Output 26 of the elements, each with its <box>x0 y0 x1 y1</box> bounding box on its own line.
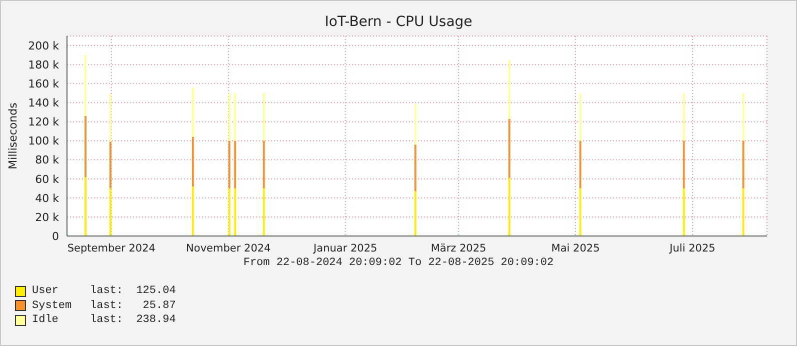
x-tick-label: Mai 2025 <box>551 242 600 254</box>
y-tick-label: 180 k <box>28 58 60 72</box>
y-tick-label: 40 k <box>35 192 60 205</box>
x-tick-label: März 2025 <box>430 242 486 254</box>
text: last: 125.04 <box>90 284 176 298</box>
x-tick-label: Juli 2025 <box>668 242 716 254</box>
legend-label: System <box>32 298 73 313</box>
y-tick-label: 140 k <box>28 96 60 110</box>
y-tick-label: 20 k <box>35 210 60 224</box>
y-tick-label: 200 k <box>28 39 60 52</box>
legend-label: User <box>32 284 60 298</box>
x-tick-label: Januar 2025 <box>312 242 378 254</box>
y-axis-title: Milliseconds <box>6 102 20 170</box>
text: last: 238.94 <box>90 313 176 328</box>
text: last: 25.87 <box>90 298 176 313</box>
x-tick-label: November 2024 <box>186 242 272 254</box>
chart-title: IoT-Bern - CPU Usage <box>324 14 474 30</box>
y-tick-label: 80 k <box>35 154 60 167</box>
x-tick-label: September 2024 <box>67 242 156 254</box>
y-tick-label: 100 k <box>28 134 60 148</box>
y-tick-label: 0 <box>52 230 59 243</box>
y-tick-label: 160 k <box>28 78 60 91</box>
text: From 22-08-2024 20:09:02 To 22-08-2025 20:09:02 <box>242 257 555 269</box>
y-tick-label: 120 k <box>28 116 60 129</box>
y-tick-label: 60 k <box>35 172 60 186</box>
legend-label: Idle <box>32 313 60 328</box>
